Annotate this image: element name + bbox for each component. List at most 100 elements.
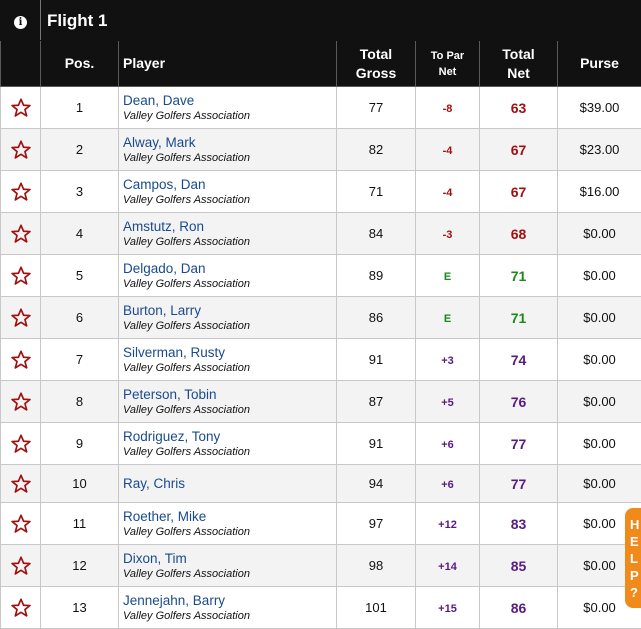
favorite-star-cell[interactable] <box>1 87 41 129</box>
to-par-net-value: +6 <box>441 439 454 451</box>
player-club: Valley Golfers Association <box>123 319 336 334</box>
favorite-star-cell[interactable] <box>1 297 41 339</box>
player-name-link[interactable]: Dixon, Tim <box>123 550 336 567</box>
player-name-link[interactable]: Delgado, Dan <box>123 260 336 277</box>
player-cell: Ray, Chris <box>119 465 337 503</box>
favorite-star-cell[interactable] <box>1 339 41 381</box>
total-net-header[interactable]: Total Net <box>480 41 558 87</box>
player-name-link[interactable]: Roether, Mike <box>123 508 336 525</box>
favorite-star-icon[interactable] <box>10 307 32 329</box>
favorite-star-cell[interactable] <box>1 503 41 545</box>
to-par-net-cell: +5 <box>416 381 480 423</box>
player-header[interactable]: Player <box>119 41 337 87</box>
favorite-star-icon[interactable] <box>10 181 32 203</box>
to-par-net-cell: +12 <box>416 503 480 545</box>
total-gross-cell: 98 <box>337 545 416 587</box>
purse-cell: $0.00 <box>558 255 641 297</box>
player-name-link[interactable]: Ray, Chris <box>123 475 336 492</box>
purse-cell: $39.00 <box>558 87 641 129</box>
purse-header[interactable]: Purse <box>558 41 641 87</box>
player-name-link[interactable]: Burton, Larry <box>123 302 336 319</box>
total-net-cell: 85 <box>480 545 558 587</box>
favorite-star-icon[interactable] <box>10 433 32 455</box>
info-icon: i <box>14 16 27 29</box>
total-net-value: 85 <box>511 558 527 574</box>
player-name-link[interactable]: Amstutz, Ron <box>123 218 336 235</box>
favorite-star-cell[interactable] <box>1 587 41 629</box>
player-club: Valley Golfers Association <box>123 361 336 376</box>
total-gross-cell: 94 <box>337 465 416 503</box>
favorite-star-cell[interactable] <box>1 423 41 465</box>
favorite-star-cell[interactable] <box>1 255 41 297</box>
favorite-star-icon[interactable] <box>10 513 32 535</box>
favorite-star-icon[interactable] <box>10 223 32 245</box>
favorite-star-icon[interactable] <box>10 597 32 619</box>
favorite-star-icon[interactable] <box>10 391 32 413</box>
info-button[interactable]: i <box>1 1 41 41</box>
total-gross-header[interactable]: Total Gross <box>337 41 416 87</box>
favorite-star-icon[interactable] <box>10 265 32 287</box>
total-net-cell: 74 <box>480 339 558 381</box>
player-name-link[interactable]: Rodriguez, Tony <box>123 428 336 445</box>
total-gross-cell: 77 <box>337 87 416 129</box>
player-name-link[interactable]: Alway, Mark <box>123 134 336 151</box>
to-par-net-cell: +15 <box>416 587 480 629</box>
favorite-star-icon[interactable] <box>10 97 32 119</box>
help-tab[interactable]: H E L P ? <box>625 508 641 608</box>
favorite-star-cell[interactable] <box>1 545 41 587</box>
favorite-star-icon[interactable] <box>10 473 32 495</box>
favorite-star-cell[interactable] <box>1 465 41 503</box>
total-net-cell: 76 <box>480 381 558 423</box>
favorite-star-cell[interactable] <box>1 381 41 423</box>
position-cell: 5 <box>41 255 119 297</box>
player-club: Valley Golfers Association <box>123 445 336 460</box>
favorite-column-header <box>1 41 41 87</box>
player-name-link[interactable]: Jennejahn, Barry <box>123 592 336 609</box>
to-par-net-value: -4 <box>443 145 453 157</box>
player-name-link[interactable]: Silverman, Rusty <box>123 344 336 361</box>
position-cell: 9 <box>41 423 119 465</box>
position-cell: 4 <box>41 213 119 255</box>
flight-title: Flight 1 <box>41 1 641 41</box>
position-cell: 6 <box>41 297 119 339</box>
player-club: Valley Golfers Association <box>123 151 336 166</box>
total-net-cell: 77 <box>480 423 558 465</box>
total-gross-cell: 91 <box>337 339 416 381</box>
total-gross-cell: 84 <box>337 213 416 255</box>
total-net-value: 77 <box>511 476 527 492</box>
player-name-link[interactable]: Dean, Dave <box>123 92 336 109</box>
favorite-star-cell[interactable] <box>1 213 41 255</box>
pos-header[interactable]: Pos. <box>41 41 119 87</box>
total-gross-header-line1: Total <box>360 46 392 62</box>
to-par-net-header[interactable]: To Par Net <box>416 41 480 87</box>
help-letter: P <box>630 568 639 583</box>
purse-cell: $0.00 <box>558 213 641 255</box>
player-name-link[interactable]: Peterson, Tobin <box>123 386 336 403</box>
to-par-net-cell: +6 <box>416 465 480 503</box>
favorite-star-cell[interactable] <box>1 171 41 213</box>
player-name-link[interactable]: Campos, Dan <box>123 176 336 193</box>
favorite-star-icon[interactable] <box>10 349 32 371</box>
favorite-star-icon[interactable] <box>10 139 32 161</box>
total-gross-cell: 86 <box>337 297 416 339</box>
position-cell: 13 <box>41 587 119 629</box>
favorite-star-cell[interactable] <box>1 129 41 171</box>
favorite-star-icon[interactable] <box>10 555 32 577</box>
